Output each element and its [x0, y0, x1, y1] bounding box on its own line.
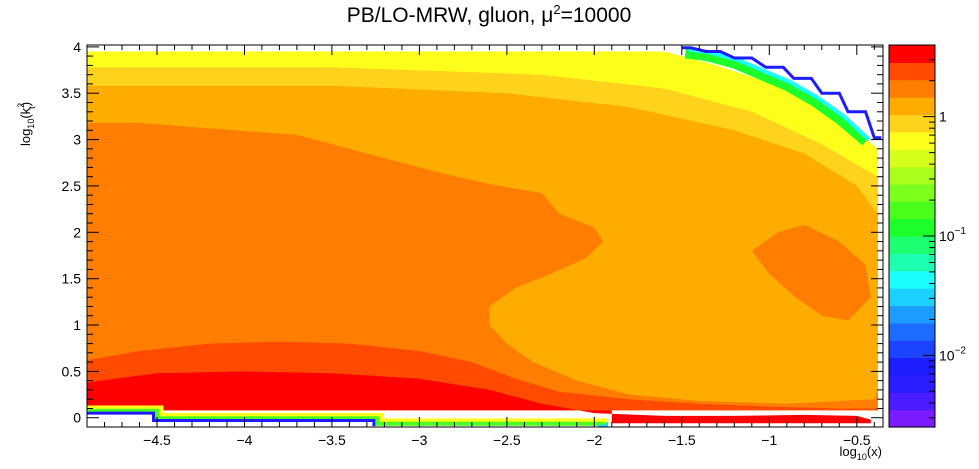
y-tick-label: 1.5 [62, 271, 82, 287]
x-tick-label: −2 [586, 432, 602, 448]
colorbar-swatch [889, 45, 935, 63]
colorbar-swatch [889, 236, 935, 254]
colorbar-swatch [889, 218, 935, 237]
colorbar-swatch [889, 322, 935, 341]
contour-boundary-1 [87, 408, 605, 426]
contour-boundary-6 [681, 46, 882, 140]
y-axis-label-sub: 10 [26, 119, 36, 129]
contour-boundary-5 [688, 47, 871, 142]
y-axis-label-sup: 2 [16, 103, 26, 108]
contour-boundary-2 [87, 411, 376, 427]
x-tick-label: −1 [761, 432, 777, 448]
colorbar-swatch [889, 201, 935, 220]
chart-title: PB/LO-MRW, gluon, μ2=10000 [347, 2, 632, 27]
x-axis-label-rest: (x) [867, 444, 882, 459]
contour-region-7 [87, 413, 385, 427]
y-axis-label-sub2: t [27, 106, 37, 109]
chart-title-sup: 2 [553, 2, 560, 17]
contour-region-8 [681, 45, 883, 145]
x-axis-label-sub: 10 [857, 452, 867, 462]
y-tick-label: 4 [73, 39, 81, 55]
colorbar-swatch [889, 305, 935, 324]
x-axis-label: log10(x) [839, 444, 882, 462]
x-axis-label-base: log [839, 444, 856, 459]
x-axis: −4.5 −4 −3.5 −3 −2.5 −2 −1.5 −1 −0.5 [86, 45, 875, 448]
contour-boundary-3 [597, 422, 609, 427]
y-tick-label: 0 [73, 410, 81, 426]
colorbar-swatch [889, 62, 935, 81]
x-tick-label: −4.5 [143, 432, 171, 448]
y-tick-label: 3 [73, 132, 81, 148]
y-axis-label-open: (k [18, 107, 33, 118]
colorbar-tick-label: 1 [939, 109, 947, 125]
contour-boundary-0 [87, 405, 609, 425]
y-tick-label: 0.5 [62, 363, 82, 379]
colorbar-swatch [889, 79, 935, 98]
colorbar-tick-label: 10−2 [939, 345, 966, 363]
heatmap-boundaries [87, 46, 882, 427]
colorbar-swatch [889, 166, 935, 185]
colorbar-swatch [889, 340, 935, 359]
colorbar-swatch [889, 270, 935, 289]
colorbar-tick-label: 10−1 [939, 226, 966, 244]
contour-boundary-4 [684, 48, 869, 146]
plot-frame [86, 44, 884, 428]
colorbar-swatch [889, 392, 935, 411]
y-axis-label: log10(k2t) [16, 102, 37, 146]
chart-title-prefix: PB/LO-MRW, gluon, μ [347, 4, 554, 27]
y-tick-label: 2 [73, 224, 81, 240]
colorbar-swatch [889, 288, 935, 307]
heatmap-regions [87, 45, 883, 427]
chart-title-suffix: =10000 [561, 4, 632, 27]
colorbar-swatch [889, 114, 935, 133]
contour-region-6 [87, 371, 871, 424]
colorbar: 1 10−1 10−2 [888, 44, 966, 428]
y-axis: 0 0.5 1 1.5 2 2.5 3 3.5 4 [62, 39, 883, 428]
x-tick-label: −2.5 [493, 432, 521, 448]
colorbar-swatch [889, 97, 935, 116]
colorbar-swatch [889, 183, 935, 202]
contour-region-3 [87, 122, 878, 411]
y-tick-label: 3.5 [62, 85, 82, 101]
colorbar-swatch [889, 253, 935, 272]
colorbar-swatch [889, 409, 935, 428]
x-tick-label: −3 [411, 432, 427, 448]
colorbar-swatch [889, 149, 935, 168]
x-tick-label: −4 [236, 432, 252, 448]
y-tick-label: 2.5 [62, 178, 82, 194]
contour-region-4 [751, 224, 871, 321]
colorbar-swatch [889, 131, 935, 150]
y-tick-label: 1 [73, 317, 81, 333]
y-axis-label-base: log [18, 129, 33, 146]
x-tick-label: −1.5 [668, 432, 696, 448]
y-axis-label-close: ) [18, 102, 33, 106]
x-tick-label: −3.5 [318, 432, 346, 448]
colorbar-swatch [889, 357, 935, 376]
colorbar-swatch [889, 374, 935, 393]
x-tick-label: −0.5 [843, 432, 871, 448]
